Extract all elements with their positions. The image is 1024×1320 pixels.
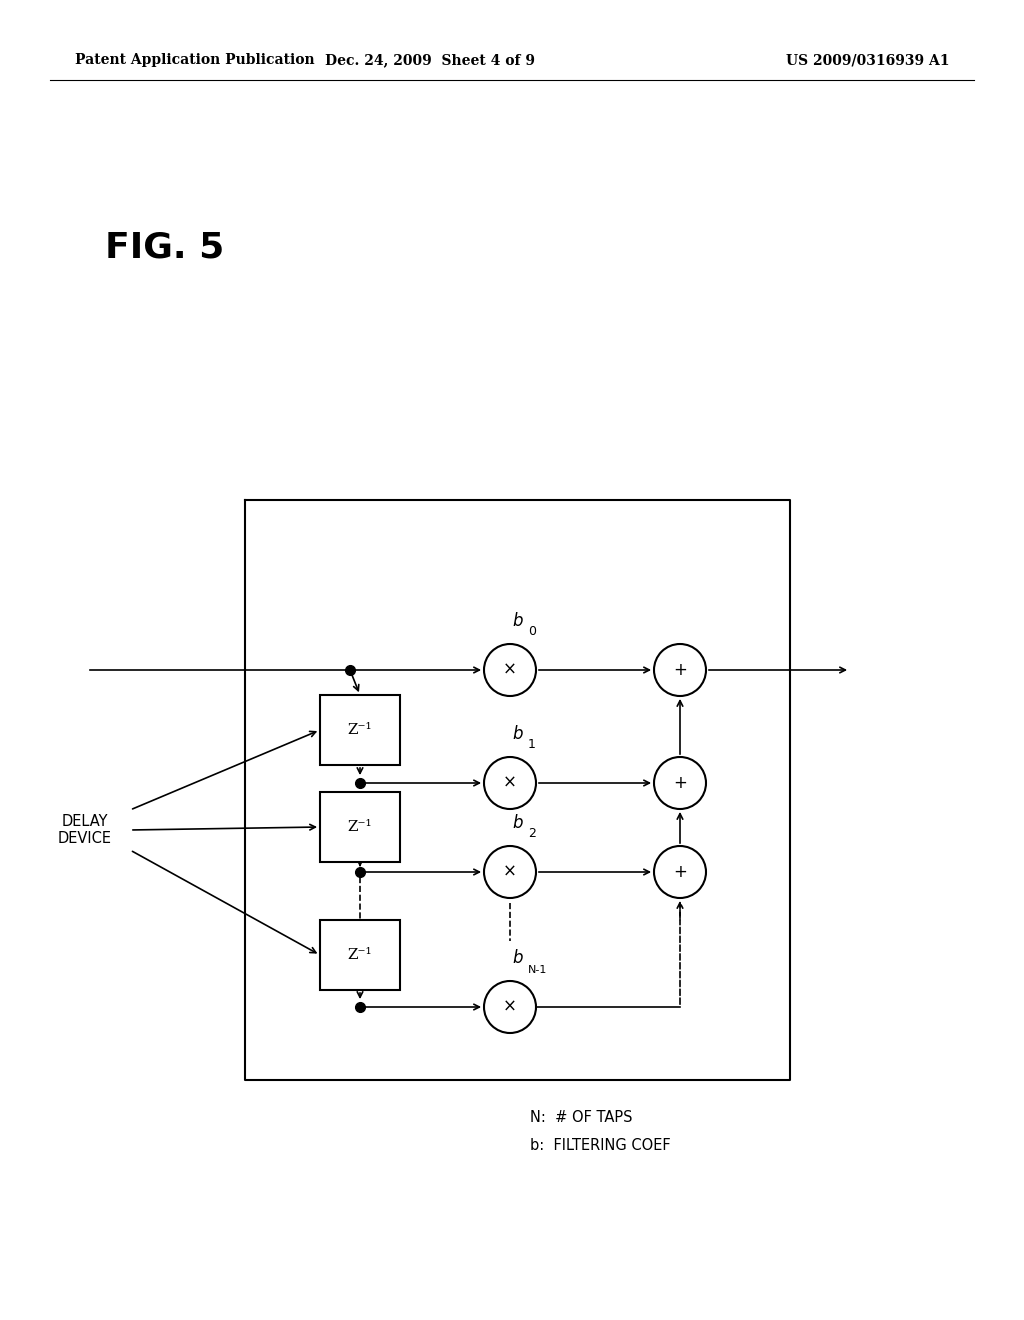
FancyBboxPatch shape bbox=[319, 696, 400, 766]
Text: b:  FILTERING COEF: b: FILTERING COEF bbox=[530, 1138, 671, 1152]
Text: b: b bbox=[512, 949, 522, 968]
Text: b: b bbox=[512, 814, 522, 832]
Text: +: + bbox=[673, 863, 687, 880]
Text: b: b bbox=[512, 612, 522, 630]
Circle shape bbox=[484, 981, 536, 1034]
Text: N:  # OF TAPS: N: # OF TAPS bbox=[530, 1110, 633, 1125]
Circle shape bbox=[654, 756, 706, 809]
Text: +: + bbox=[673, 774, 687, 792]
Text: N-1: N-1 bbox=[528, 965, 548, 975]
Text: ×: × bbox=[503, 998, 517, 1016]
FancyBboxPatch shape bbox=[319, 920, 400, 990]
Text: ×: × bbox=[503, 774, 517, 792]
Text: DELAY
DEVICE: DELAY DEVICE bbox=[58, 814, 112, 846]
Text: 0: 0 bbox=[528, 624, 536, 638]
Circle shape bbox=[484, 756, 536, 809]
Text: ×: × bbox=[503, 863, 517, 880]
Text: Dec. 24, 2009  Sheet 4 of 9: Dec. 24, 2009 Sheet 4 of 9 bbox=[325, 53, 535, 67]
Text: Patent Application Publication: Patent Application Publication bbox=[75, 53, 314, 67]
Text: Z⁻¹: Z⁻¹ bbox=[348, 723, 373, 737]
Text: US 2009/0316939 A1: US 2009/0316939 A1 bbox=[786, 53, 950, 67]
Text: 2: 2 bbox=[528, 828, 536, 840]
Circle shape bbox=[654, 644, 706, 696]
Text: Z⁻¹: Z⁻¹ bbox=[348, 820, 373, 834]
Circle shape bbox=[484, 644, 536, 696]
Text: ×: × bbox=[503, 661, 517, 678]
Circle shape bbox=[654, 846, 706, 898]
Circle shape bbox=[484, 846, 536, 898]
Text: +: + bbox=[673, 661, 687, 678]
FancyBboxPatch shape bbox=[319, 792, 400, 862]
Text: 1: 1 bbox=[528, 738, 536, 751]
Text: FIG. 5: FIG. 5 bbox=[105, 230, 224, 264]
Text: b: b bbox=[512, 725, 522, 743]
Text: Z⁻¹: Z⁻¹ bbox=[348, 948, 373, 962]
